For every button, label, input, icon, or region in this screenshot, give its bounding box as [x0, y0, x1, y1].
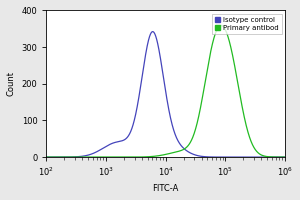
Y-axis label: Count: Count: [7, 71, 16, 96]
Legend: Isotype control, Primary antibod: Isotype control, Primary antibod: [212, 14, 282, 34]
X-axis label: FITC-A: FITC-A: [152, 184, 179, 193]
